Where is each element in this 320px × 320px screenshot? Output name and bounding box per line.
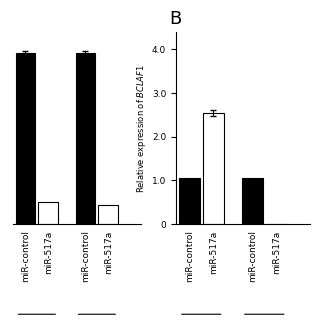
Y-axis label: Relative expression of $\it{BCLAF1}$: Relative expression of $\it{BCLAF1}$ [135, 63, 148, 193]
Text: B: B [170, 10, 182, 28]
Bar [242, 178, 263, 224]
Bar [76, 52, 95, 224]
Bar [179, 178, 200, 224]
Bar [38, 202, 58, 224]
Bar [203, 113, 224, 224]
Bar [15, 52, 36, 224]
Bar [98, 205, 118, 224]
